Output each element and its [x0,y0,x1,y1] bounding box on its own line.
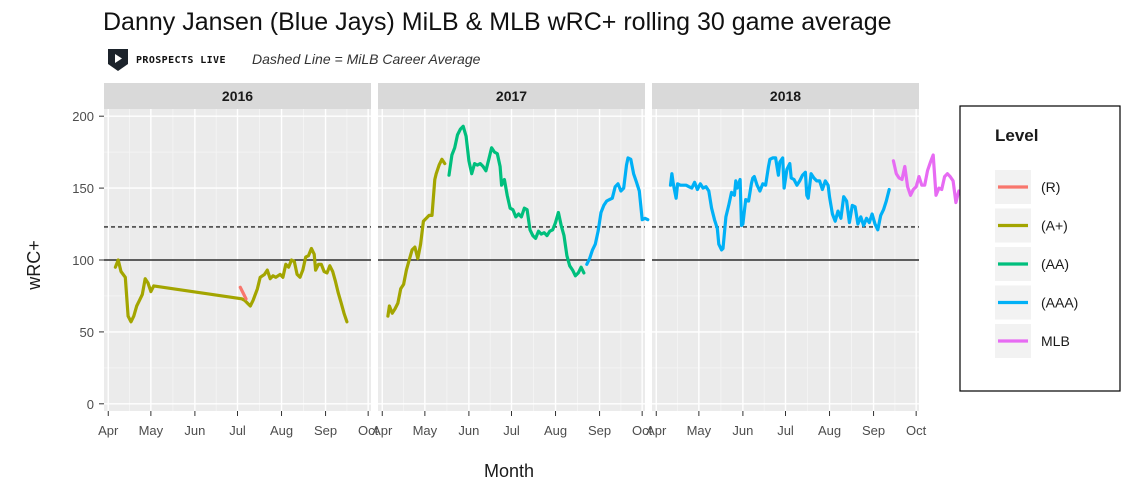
series-line-r-2016 [238,285,248,301]
x-tick-label: Sep [588,423,611,438]
x-tick-label: Oct [358,423,379,438]
x-tick-label: Jul [503,423,520,438]
y-axis-title: wRC+ [24,240,44,291]
y-tick-label: 150 [72,181,94,196]
x-tick-label: May [687,423,712,438]
x-tick-label: Oct [906,423,927,438]
x-tick-label: Jul [229,423,246,438]
y-tick-label: 200 [72,109,94,124]
x-axis-title: Month [484,461,534,481]
legend-entry-label: (R) [1041,179,1060,195]
facet-strip-label: 2016 [222,88,253,104]
legend-entry-label: (A+) [1041,218,1068,234]
series-line-a-2017 [386,157,447,318]
facet-strip [378,83,645,109]
legend-box [959,105,1121,392]
legend: Level (R) (A+) (AA) (AAA) MLB [959,105,1121,392]
x-tick-label: Jun [732,423,753,438]
x-tick-label: Aug [270,423,293,438]
x-tick-label: Oct [632,423,653,438]
x-tick-label: Apr [646,423,667,438]
x-tick-label: Jul [777,423,794,438]
x-tick-label: Jun [458,423,479,438]
legend-entry-label: (AA) [1041,256,1069,272]
brand: PROSPECTS LIVE [108,49,226,71]
series-line-aaa-2018 [668,156,891,252]
brand-name: PROSPECTS LIVE [136,54,226,66]
facet-strip-label: 2018 [770,88,801,104]
x-tick-label: Sep [314,423,337,438]
x-tick-label: Sep [862,423,885,438]
facet-panel-2017: 2017 Apr May Jun Jul Aug Sep Oct [372,83,653,438]
x-tick-label: Aug [544,423,567,438]
y-tick-label: 0 [87,397,94,412]
chart-subtitle: Dashed Line = MiLB Career Average [252,51,481,67]
series-line-a-2016 [113,246,349,324]
facet-panel-2018: 2018 Apr May Jun Jul Aug Sep Oct [646,83,984,438]
series-line-aa-2017 [447,124,586,278]
x-tick-label: May [139,423,164,438]
x-tick-label: May [413,423,438,438]
chart-title: Danny Jansen (Blue Jays) MiLB & MLB wRC+… [103,8,892,36]
x-tick-label: Aug [818,423,841,438]
prospects-live-logo-icon [108,49,128,71]
y-tick-label: 100 [72,253,94,268]
facet-panel-2016: 2016 Apr May Jun Jul Aug Sep Oct [98,83,379,438]
legend-entry-label: (AAA) [1041,295,1078,311]
legend-entry-label: MLB [1041,333,1070,349]
x-tick-label: Jun [184,423,205,438]
y-tick-label: 50 [80,325,94,340]
x-tick-label: Apr [372,423,393,438]
facet-strip-label: 2017 [496,88,527,104]
legend-title: Level [995,126,1038,145]
x-tick-label: Apr [98,423,119,438]
series-line-aaa-2017 [585,156,650,266]
facet-strip [104,83,371,109]
facet-strip [652,83,919,109]
